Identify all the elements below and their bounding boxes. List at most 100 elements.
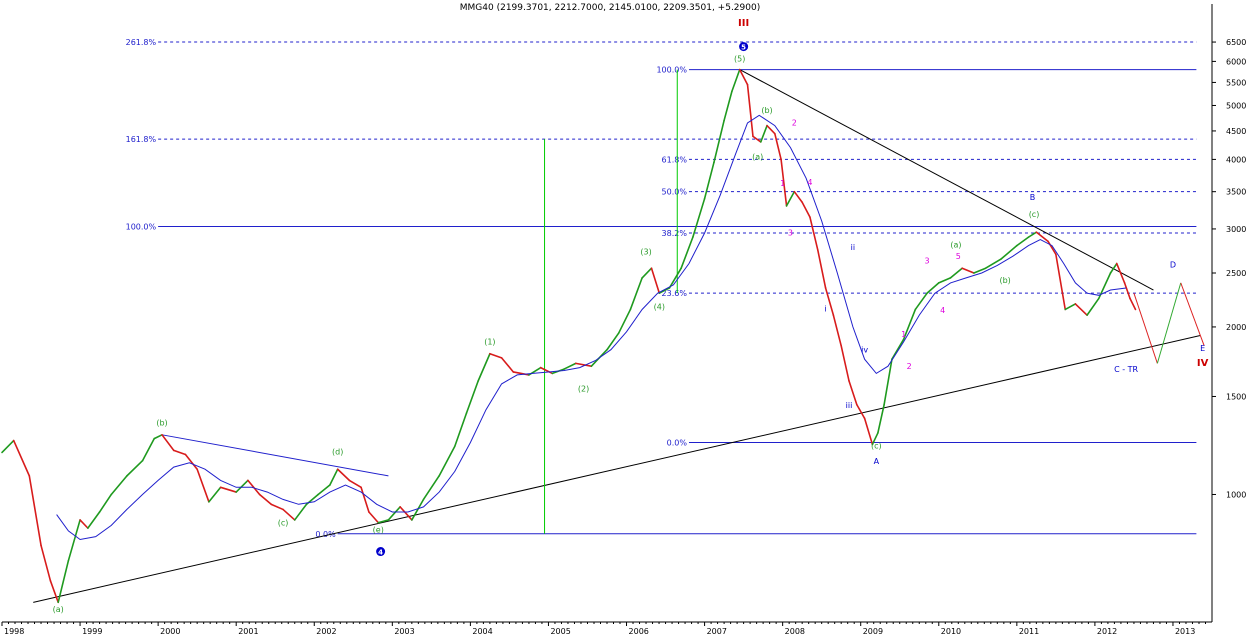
y-tick-label-6500: 6500 [1226, 38, 1246, 47]
price-segment [617, 308, 632, 334]
wave-label-26: 2 [907, 362, 912, 371]
price-segment [780, 158, 788, 207]
price-segment [1064, 303, 1077, 311]
wave-label-23: (c) [871, 441, 882, 450]
price-segment [871, 432, 879, 446]
fib-label-4: 100.0% [656, 66, 687, 75]
price-segment [926, 282, 940, 294]
wave-label-9: (4) [654, 302, 665, 311]
wave-label-19: i [824, 305, 826, 314]
price-segment [848, 380, 858, 406]
price-segment [387, 506, 401, 521]
trend-line-lower-support [33, 335, 1201, 603]
price-segment [1129, 297, 1137, 311]
price-segment [840, 344, 850, 382]
y-tick-label-3000: 3000 [1226, 225, 1246, 234]
price-segment [1086, 297, 1100, 316]
price-segment [1115, 262, 1126, 284]
trend-line-2000-2002-resistance [161, 434, 389, 477]
y-tick-label-3500: 3500 [1226, 188, 1246, 197]
wave-label-4: (e) [373, 525, 384, 534]
y-tick-label-6000: 6000 [1226, 57, 1246, 66]
price-segment [57, 560, 70, 604]
x-tick-label-2010: 2010 [941, 627, 961, 636]
wave-label-10: (5) [734, 54, 745, 63]
y-tick-label-2000: 2000 [1226, 323, 1246, 332]
y-tick-label-1000: 1000 [1226, 490, 1246, 499]
trend-line-projection-c [1133, 292, 1158, 364]
price-segment [141, 437, 156, 462]
x-tick-label-2009: 2009 [863, 627, 883, 636]
wave-label-6: (1) [484, 337, 495, 346]
price-segment [1074, 303, 1088, 316]
price-segment [563, 362, 577, 370]
axes: 1998 1999 2000 2001 2002 2003 2004 2005 2006 2007… [1, 4, 1246, 636]
price-segment [87, 511, 101, 529]
wave-label-32: B [1030, 193, 1036, 202]
price-segment [1109, 262, 1118, 274]
price-segment [891, 338, 905, 361]
fib-label-8: 23.6% [662, 289, 688, 298]
wave-label-25: 1 [901, 330, 906, 339]
price-segment [67, 519, 81, 562]
price-segment [759, 124, 768, 143]
price-segment [411, 498, 425, 521]
price-segment [1035, 231, 1049, 243]
price-segment [539, 366, 554, 375]
price-segment [270, 503, 284, 511]
x-tick-label-2006: 2006 [629, 627, 649, 636]
price-segment [477, 352, 491, 382]
price-segment [12, 439, 31, 477]
price-segment [629, 277, 643, 311]
trend-line-upper-resistance [739, 69, 1154, 291]
y-tick-label-5000: 5000 [1226, 101, 1246, 110]
price-segment [801, 201, 811, 218]
wave-label-18: 4 [807, 178, 812, 187]
vertical-markers [544, 69, 678, 534]
wave-label-7: (2) [578, 385, 589, 394]
fib-label-9: 0.0% [667, 438, 688, 447]
wave-label-30: (a) [950, 240, 961, 249]
price-segment [360, 486, 370, 513]
wave-marker-circle-5 [376, 547, 386, 557]
x-tick-label-2004: 2004 [472, 627, 492, 636]
price-segment [1123, 282, 1131, 300]
price-segment [282, 508, 296, 521]
wave-label-16: 2 [792, 119, 797, 128]
price-segment [949, 267, 963, 279]
wave-label-11: 5 [741, 44, 746, 52]
price-segment [973, 267, 987, 274]
price-segment [774, 132, 782, 161]
price-segment [650, 267, 661, 294]
fib-label-7: 38.2% [662, 229, 688, 238]
price-segment [856, 403, 866, 420]
price-segment [438, 445, 456, 477]
price-segment [809, 216, 819, 251]
wave-label-33: (c) [1029, 210, 1040, 219]
wave-label-14: (b) [761, 106, 772, 115]
x-tick-label-2008: 2008 [785, 627, 805, 636]
wave-marker-circle-11 [739, 42, 749, 52]
x-tick-label-2005: 2005 [550, 627, 570, 636]
price-segment [184, 453, 198, 471]
price-segment [377, 519, 390, 524]
wave-label-12: III [738, 18, 749, 29]
price-segment [317, 484, 331, 496]
fib-label-1: 161.8% [126, 135, 157, 144]
y-tick-label-1500: 1500 [1226, 392, 1246, 401]
price-segment [738, 68, 749, 86]
price-segment [785, 190, 796, 207]
price-segment [172, 449, 187, 456]
price-segment [1027, 231, 1038, 238]
x-tick-label-1999: 1999 [82, 627, 102, 636]
trend-line-projection-d [1156, 282, 1182, 364]
price-segment [293, 503, 308, 521]
price-segment [692, 197, 706, 238]
y-tick-label-4500: 4500 [1226, 127, 1246, 136]
wave-label-17: 3 [788, 228, 793, 237]
wave-label-28: 4 [940, 306, 945, 315]
price-segment [348, 479, 362, 489]
price-segment [336, 468, 351, 482]
wave-label-5: 4 [378, 549, 383, 557]
